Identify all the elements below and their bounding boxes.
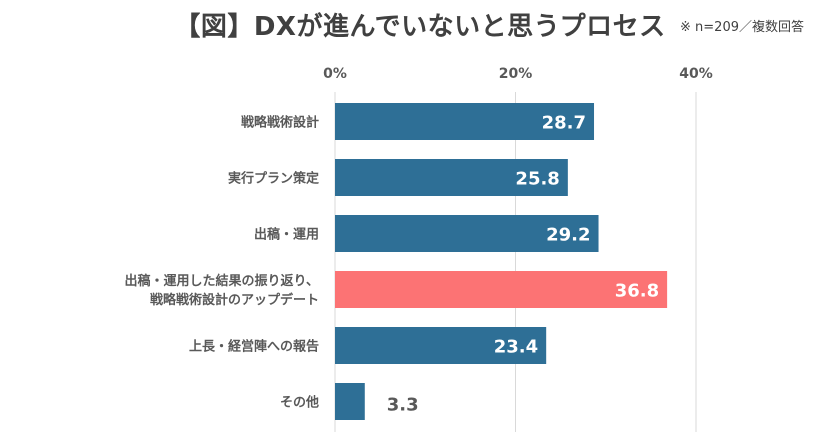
bar bbox=[335, 215, 599, 252]
bar bbox=[335, 159, 568, 196]
x-tick-label: 40% bbox=[679, 66, 713, 82]
sample-note: ※ n=209／複数回答 bbox=[680, 20, 804, 35]
chart-title: 【図】DXが進んでいないと思うプロセス bbox=[174, 12, 666, 42]
data-label: 3.3 bbox=[387, 395, 419, 416]
bar bbox=[335, 271, 668, 308]
data-label: 23.4 bbox=[494, 337, 538, 358]
x-tick-label: 20% bbox=[499, 66, 533, 82]
category-label: その他 bbox=[280, 395, 319, 411]
category-label: 出稿・運用した結果の振り返り、 bbox=[125, 273, 319, 289]
data-label: 28.7 bbox=[542, 113, 586, 134]
category-label: 戦略戦術設計のアップデート bbox=[150, 292, 319, 308]
category-label: 出稿・運用 bbox=[254, 227, 319, 243]
x-tick-label: 0% bbox=[323, 66, 347, 82]
bar bbox=[335, 383, 365, 420]
data-label: 25.8 bbox=[515, 169, 559, 190]
category-label: 上長・経営陣への報告 bbox=[189, 339, 319, 355]
category-label: 実行プラン策定 bbox=[228, 171, 319, 187]
category-label: 戦略戦術設計 bbox=[241, 115, 319, 131]
data-label: 29.2 bbox=[546, 225, 590, 246]
bar bbox=[335, 327, 547, 364]
data-label: 36.8 bbox=[615, 281, 659, 302]
bar bbox=[335, 103, 595, 140]
